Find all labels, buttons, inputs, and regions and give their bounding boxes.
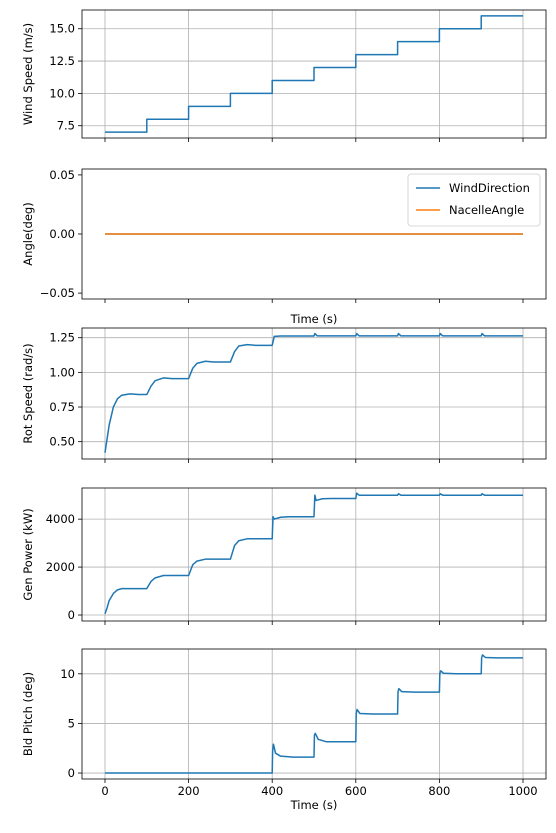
axes-frame bbox=[81, 327, 547, 460]
y-tick-label: 0.05 bbox=[49, 168, 75, 182]
y-tick-label: 0.50 bbox=[49, 435, 75, 449]
x-tick-label: 600 bbox=[345, 784, 367, 798]
x-tick-label: 400 bbox=[261, 784, 283, 798]
axes-frame bbox=[81, 9, 547, 139]
y-tick-label: 0 bbox=[68, 608, 75, 622]
y-axis-label: Angle(deg) bbox=[21, 202, 35, 265]
y-tick-label: 0.75 bbox=[49, 400, 75, 414]
gridlines bbox=[82, 488, 546, 621]
y-tick-label: 1.25 bbox=[49, 331, 75, 345]
axes-frame bbox=[81, 648, 547, 780]
series-line-1 bbox=[104, 492, 524, 615]
subplot-1: 7.5 10.0 12.5 15.0 Wind Speed (m/s) bbox=[21, 9, 547, 142]
y-tick-label: 1.00 bbox=[49, 365, 75, 379]
x-tick-label: 1000 bbox=[508, 784, 537, 798]
y-tick-label: 12.5 bbox=[49, 54, 75, 68]
y-axis-label: Gen Power (kW) bbox=[21, 508, 35, 600]
legend: WindDirection NacelleAngle bbox=[407, 173, 541, 227]
x-tick-label: 200 bbox=[178, 784, 200, 798]
y-tick-label: 10.0 bbox=[49, 86, 75, 100]
subplot-3: 0.50 0.75 1.00 1.25 Rot Speed (rad/s) bbox=[21, 327, 547, 463]
legend-label: NacelleAngle bbox=[449, 203, 524, 217]
gridlines bbox=[82, 649, 546, 779]
subplot-4: 0 2000 4000 Gen Power (kW) bbox=[21, 487, 547, 625]
y-tick-label: 15.0 bbox=[49, 22, 75, 36]
subplot-2: −0.05 0.00 0.05 Angle(deg) Time (s) WindDirec… bbox=[21, 168, 547, 326]
series-line-1 bbox=[104, 654, 524, 774]
x-axis-label: Time (s) bbox=[290, 798, 338, 812]
x-axis-label: Time (s) bbox=[290, 312, 338, 326]
y-tick-label: −0.05 bbox=[40, 286, 75, 300]
series-line-1 bbox=[104, 332, 524, 453]
y-axis-label: Wind Speed (m/s) bbox=[21, 23, 35, 125]
legend-box bbox=[407, 173, 541, 227]
x-tick-label: 0 bbox=[101, 784, 108, 798]
y-tick-label: 5 bbox=[68, 716, 75, 730]
gridlines bbox=[82, 328, 546, 459]
y-tick-label: 4000 bbox=[46, 512, 75, 526]
y-axis-label: Rot Speed (rad/s) bbox=[21, 343, 35, 443]
y-tick-label: 0.00 bbox=[49, 227, 75, 241]
y-tick-label: 2000 bbox=[46, 560, 75, 574]
axes-frame bbox=[81, 487, 547, 622]
subplot-5: 0 200 400 600 800 1000 0 5 10 Bld Pitch (deg) Time… bbox=[21, 648, 547, 812]
y-tick-label: 7.5 bbox=[57, 119, 75, 133]
series-line-1 bbox=[104, 15, 524, 133]
legend-label: WindDirection bbox=[449, 181, 530, 195]
y-tick-label: 0 bbox=[68, 766, 75, 780]
y-axis-label: Bld Pitch (deg) bbox=[21, 672, 35, 756]
x-tick-label: 800 bbox=[428, 784, 450, 798]
y-tick-label: 10 bbox=[60, 667, 75, 681]
